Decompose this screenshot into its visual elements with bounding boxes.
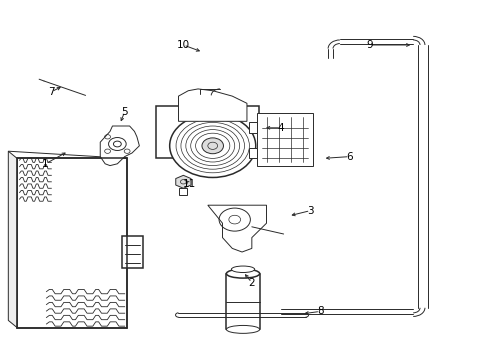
Bar bbox=[226, 274, 259, 329]
Text: 5: 5 bbox=[121, 107, 128, 117]
Polygon shape bbox=[17, 158, 127, 328]
Polygon shape bbox=[8, 151, 127, 158]
Text: 9: 9 bbox=[365, 40, 372, 50]
Polygon shape bbox=[207, 205, 266, 252]
Text: 1: 1 bbox=[42, 159, 49, 169]
Text: 2: 2 bbox=[248, 278, 255, 288]
Text: 10: 10 bbox=[177, 40, 189, 50]
Polygon shape bbox=[8, 151, 17, 328]
Bar bbox=[179, 188, 187, 195]
Text: 11: 11 bbox=[183, 179, 196, 189]
Polygon shape bbox=[249, 148, 256, 158]
Polygon shape bbox=[122, 236, 142, 269]
Polygon shape bbox=[175, 175, 191, 188]
Polygon shape bbox=[156, 106, 259, 158]
Polygon shape bbox=[249, 122, 256, 133]
Polygon shape bbox=[256, 113, 312, 166]
Text: 4: 4 bbox=[277, 123, 284, 133]
Polygon shape bbox=[100, 126, 139, 166]
Ellipse shape bbox=[226, 269, 259, 278]
Ellipse shape bbox=[231, 266, 254, 273]
Circle shape bbox=[202, 138, 223, 154]
Text: 3: 3 bbox=[306, 206, 313, 216]
Text: 6: 6 bbox=[346, 152, 352, 162]
Polygon shape bbox=[178, 89, 246, 121]
Ellipse shape bbox=[226, 325, 259, 333]
Circle shape bbox=[169, 114, 255, 177]
Text: 7: 7 bbox=[48, 87, 55, 97]
Text: 8: 8 bbox=[316, 306, 323, 316]
